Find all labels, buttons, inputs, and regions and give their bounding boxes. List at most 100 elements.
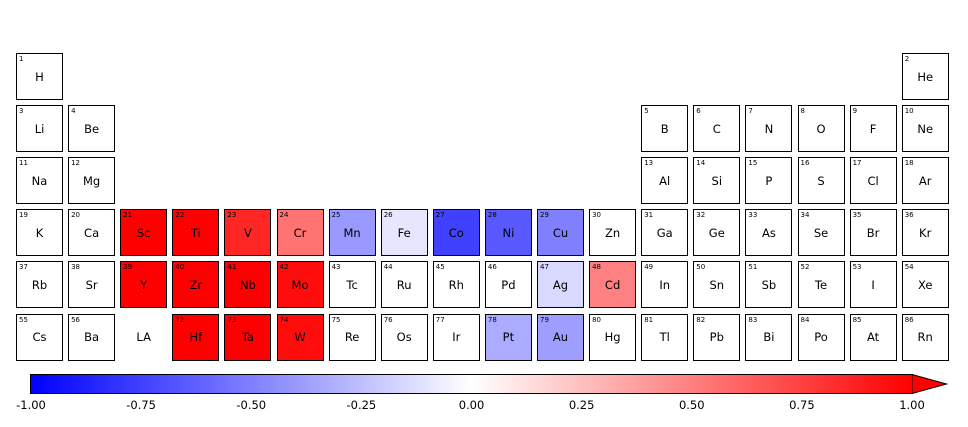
atomic-number: 33 bbox=[748, 211, 758, 220]
element-symbol: Co bbox=[448, 226, 464, 241]
element-symbol: Hg bbox=[604, 330, 621, 345]
atomic-number: 19 bbox=[19, 211, 28, 220]
atomic-number: 42 bbox=[279, 263, 289, 272]
element-cell-Ba: 56 Ba bbox=[68, 313, 116, 361]
element-cell-Br: 35 Br bbox=[849, 209, 897, 257]
atomic-number: 21 bbox=[123, 211, 133, 220]
element-symbol: Ge bbox=[708, 226, 725, 241]
element-cell-Sb: 51 Sb bbox=[745, 261, 793, 309]
element-cell-Co: 27 Co bbox=[432, 209, 480, 257]
colorbar-tick-label: 0.50 bbox=[678, 398, 705, 412]
element-symbol: Cr bbox=[293, 226, 307, 241]
element-cell-V: 23 V bbox=[224, 209, 272, 257]
element-symbol: Ir bbox=[452, 330, 461, 345]
element-cell-Hf: 72 Hf bbox=[172, 313, 220, 361]
atomic-number: 3 bbox=[19, 107, 24, 116]
element-symbol: Rh bbox=[448, 278, 464, 293]
colorbar-tick-label: -0.50 bbox=[236, 398, 267, 412]
element-cell-Au: 79 Au bbox=[537, 313, 584, 361]
element-cell-Rb: 37 Rb bbox=[16, 261, 63, 309]
element-symbol: Rn bbox=[917, 330, 933, 345]
element-cell-Sr: 38 Sr bbox=[68, 261, 116, 309]
element-cell-Ga: 31 Ga bbox=[641, 209, 689, 257]
element-symbol: Be bbox=[84, 121, 100, 136]
atomic-number: 52 bbox=[800, 263, 810, 272]
element-symbol: In bbox=[659, 278, 671, 293]
atomic-number: 50 bbox=[696, 263, 706, 272]
atomic-number: 32 bbox=[696, 211, 706, 220]
element-cell-Mo: 42 Mo bbox=[276, 261, 324, 309]
element-symbol: C bbox=[712, 121, 721, 136]
element-cell-Mg: 12 Mg bbox=[68, 157, 116, 205]
atomic-number: 15 bbox=[748, 159, 758, 168]
atomic-number: 72 bbox=[175, 315, 185, 324]
element-cell-Bi: 83 Bi bbox=[745, 313, 793, 361]
colorbar-arrow-icon bbox=[912, 374, 948, 394]
element-symbol: Nb bbox=[239, 278, 256, 293]
atomic-number: 9 bbox=[852, 107, 858, 116]
element-symbol: Os bbox=[396, 330, 412, 345]
atomic-number: 36 bbox=[904, 211, 914, 220]
colorbar-tick-label: -0.25 bbox=[346, 398, 377, 412]
atomic-number: 11 bbox=[19, 159, 28, 168]
element-cell-Be: 4 Be bbox=[68, 105, 116, 153]
element-cell-Os: 76 Os bbox=[380, 313, 428, 361]
atomic-number: 47 bbox=[540, 263, 549, 272]
atomic-number: 53 bbox=[852, 263, 862, 272]
element-symbol: H bbox=[35, 69, 44, 84]
element-cell-Pb: 82 Pb bbox=[693, 313, 741, 361]
atomic-number: 14 bbox=[696, 159, 706, 168]
element-symbol: Xe bbox=[917, 278, 933, 293]
element-symbol: B bbox=[660, 121, 669, 136]
element-cell-Ru: 44 Ru bbox=[380, 261, 428, 309]
element-symbol: Cs bbox=[32, 330, 47, 345]
atomic-number: 12 bbox=[71, 159, 81, 168]
element-cell-Ta: 73 Ta bbox=[224, 313, 272, 361]
element-symbol: Li bbox=[34, 121, 45, 136]
atomic-number: 74 bbox=[279, 315, 289, 324]
element-cell-Zn: 30 Zn bbox=[589, 209, 637, 257]
atomic-number: 56 bbox=[71, 315, 81, 324]
element-cell-Y: 39 Y bbox=[120, 261, 168, 309]
element-cell-Ne: 10 Ne bbox=[901, 105, 949, 153]
placeholder-label: LA bbox=[136, 330, 151, 345]
element-symbol: Br bbox=[866, 226, 880, 241]
element-symbol: Ar bbox=[918, 173, 932, 188]
atomic-number: 30 bbox=[592, 211, 602, 220]
atomic-number: 40 bbox=[175, 263, 185, 272]
element-symbol: Cu bbox=[552, 226, 569, 241]
element-symbol: Zr bbox=[189, 278, 203, 293]
atomic-number: 76 bbox=[383, 315, 393, 324]
atomic-number: 18 bbox=[904, 159, 914, 168]
colorbar-tick-label: 1.00 bbox=[899, 398, 925, 412]
atomic-number: 35 bbox=[852, 211, 862, 220]
element-symbol: Hf bbox=[189, 330, 203, 345]
atomic-number: 16 bbox=[800, 159, 810, 168]
element-symbol: Cd bbox=[604, 278, 621, 293]
element-symbol: Fe bbox=[397, 226, 411, 241]
atomic-number: 78 bbox=[487, 315, 497, 324]
colorbar-tick-label: 0.75 bbox=[789, 398, 815, 412]
element-cell-Pd: 46 Pd bbox=[484, 261, 532, 309]
element-cell-Al: 13 Al bbox=[641, 157, 689, 205]
element-symbol: Ti bbox=[190, 226, 201, 241]
atomic-number: 13 bbox=[644, 159, 654, 168]
element-cell-Cs: 55 Cs bbox=[16, 313, 63, 361]
atomic-number: 43 bbox=[331, 263, 341, 272]
colorbar-tick-label: -0.75 bbox=[126, 398, 157, 412]
element-cell-Fe: 26 Fe bbox=[380, 209, 428, 257]
element-symbol: Mo bbox=[291, 278, 309, 293]
element-symbol: Sr bbox=[85, 278, 98, 293]
element-cell-Ar: 18 Ar bbox=[901, 157, 949, 205]
element-symbol: Zn bbox=[605, 226, 621, 241]
element-cell-W: 74 W bbox=[276, 313, 324, 361]
atomic-number: 27 bbox=[435, 211, 445, 220]
element-symbol: Re bbox=[344, 330, 360, 345]
element-symbol: Ba bbox=[84, 330, 100, 345]
element-cell-Ir: 77 Ir bbox=[432, 313, 480, 361]
element-cell-At: 85 At bbox=[849, 313, 897, 361]
element-cell-As: 33 As bbox=[745, 209, 793, 257]
element-symbol: W bbox=[294, 330, 306, 345]
colorbar-tick-label: -1.00 bbox=[16, 398, 46, 412]
